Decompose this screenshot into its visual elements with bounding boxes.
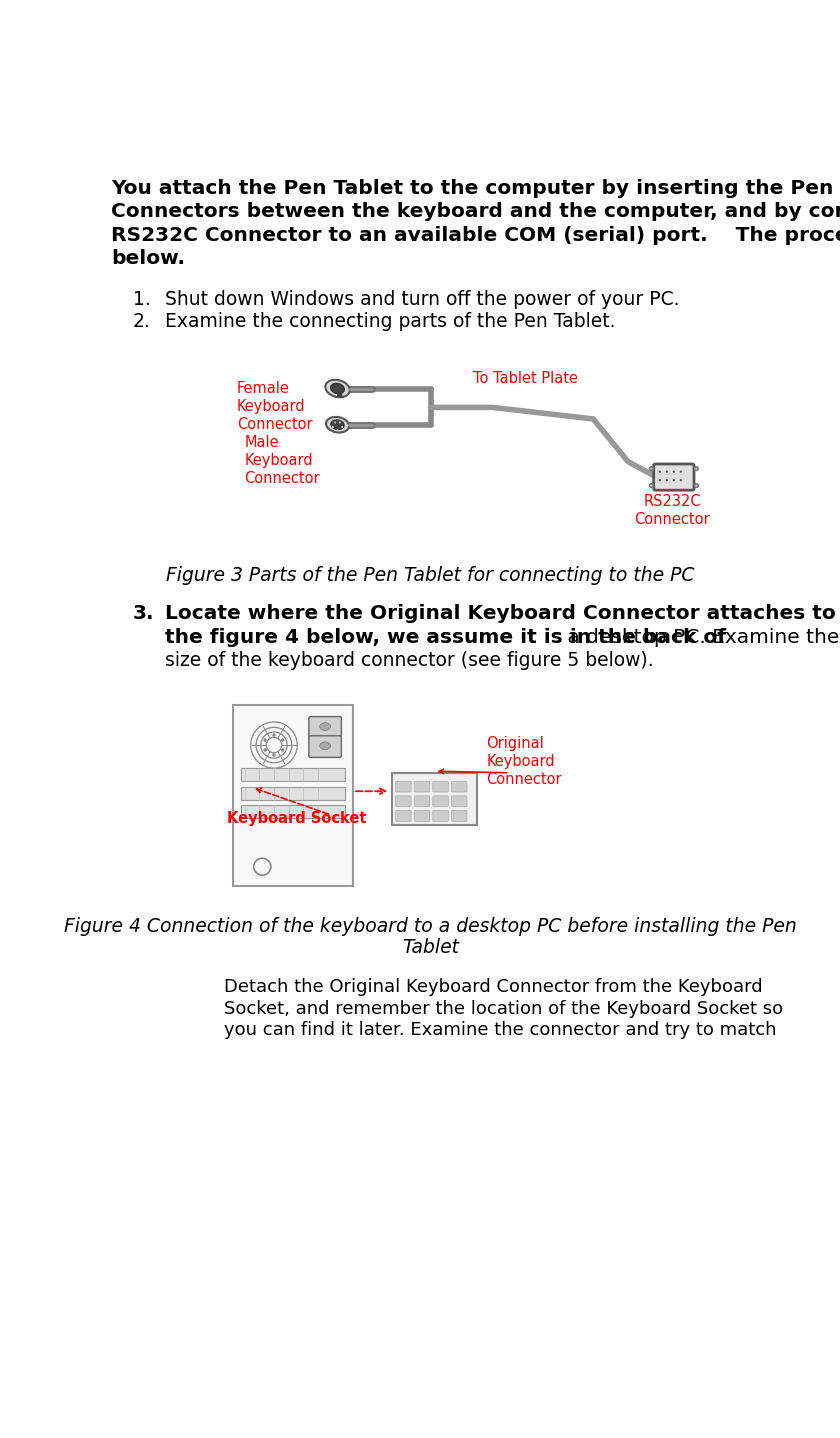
Text: Figure 4 Connection of the keyboard to a desktop PC before installing the Pen: Figure 4 Connection of the keyboard to a… xyxy=(64,917,797,936)
Text: you can find it later. Examine the connector and try to match: you can find it later. Examine the conne… xyxy=(223,1021,776,1038)
FancyBboxPatch shape xyxy=(451,811,467,821)
FancyBboxPatch shape xyxy=(414,781,430,792)
Circle shape xyxy=(339,421,341,423)
Text: a desktop PC. Examine the: a desktop PC. Examine the xyxy=(561,627,839,647)
Text: Connectors between the keyboard and the computer, and by connecting the Pen Tabl: Connectors between the keyboard and the … xyxy=(111,203,840,221)
Text: 1.: 1. xyxy=(133,289,150,309)
Text: You attach the Pen Tablet to the computer by inserting the Pen Tablet’s Keyboard: You attach the Pen Tablet to the compute… xyxy=(111,178,840,197)
Circle shape xyxy=(695,467,698,470)
Ellipse shape xyxy=(320,742,330,749)
Text: Keyboard Socket: Keyboard Socket xyxy=(227,811,366,827)
Circle shape xyxy=(272,754,276,756)
Circle shape xyxy=(680,470,682,473)
Text: below.: below. xyxy=(111,249,185,267)
Circle shape xyxy=(673,470,675,473)
FancyBboxPatch shape xyxy=(309,716,341,738)
FancyBboxPatch shape xyxy=(309,736,341,758)
FancyBboxPatch shape xyxy=(654,464,694,490)
Circle shape xyxy=(659,470,661,473)
FancyBboxPatch shape xyxy=(414,795,430,807)
Text: Male
Keyboard
Connector: Male Keyboard Connector xyxy=(244,434,320,486)
FancyBboxPatch shape xyxy=(433,781,449,792)
Bar xyxy=(240,805,345,818)
Text: Socket, and remember the location of the Keyboard Socket so: Socket, and remember the location of the… xyxy=(223,999,783,1018)
Text: 3.: 3. xyxy=(133,604,155,623)
FancyBboxPatch shape xyxy=(433,795,449,807)
FancyBboxPatch shape xyxy=(451,781,467,792)
Ellipse shape xyxy=(326,417,349,433)
Text: size of the keyboard connector (see figure 5 below).: size of the keyboard connector (see figu… xyxy=(165,651,654,670)
Circle shape xyxy=(334,421,336,423)
Circle shape xyxy=(673,479,675,482)
Text: Figure 3 Parts of the Pen Tablet for connecting to the PC: Figure 3 Parts of the Pen Tablet for con… xyxy=(166,565,695,585)
FancyBboxPatch shape xyxy=(396,795,411,807)
Text: Examine the connecting parts of the Pen Tablet.: Examine the connecting parts of the Pen … xyxy=(165,312,616,331)
Circle shape xyxy=(695,483,698,487)
Bar xyxy=(391,772,477,825)
Text: the figure 4 below, we assume it is in the back of: the figure 4 below, we assume it is in t… xyxy=(165,627,727,647)
FancyBboxPatch shape xyxy=(396,781,411,792)
Circle shape xyxy=(337,429,339,431)
Circle shape xyxy=(264,748,267,752)
Text: Original
Keyboard
Connector: Original Keyboard Connector xyxy=(486,736,562,787)
Text: 2.: 2. xyxy=(133,312,150,331)
Text: RS232C
Connector: RS232C Connector xyxy=(634,495,710,528)
Circle shape xyxy=(659,479,661,482)
Circle shape xyxy=(341,426,344,429)
Circle shape xyxy=(649,467,654,470)
Text: Shut down Windows and turn off the power of your PC.: Shut down Windows and turn off the power… xyxy=(165,289,680,309)
Ellipse shape xyxy=(331,420,344,430)
Ellipse shape xyxy=(320,723,330,731)
Text: RS232C Connector to an available COM (serial) port.    The procedure is describe: RS232C Connector to an available COM (se… xyxy=(111,226,840,244)
Ellipse shape xyxy=(338,394,342,397)
Circle shape xyxy=(272,733,276,736)
Ellipse shape xyxy=(325,380,349,397)
Circle shape xyxy=(666,479,668,482)
Text: Tablet: Tablet xyxy=(402,939,459,958)
FancyBboxPatch shape xyxy=(396,811,411,821)
Bar xyxy=(240,768,345,781)
Circle shape xyxy=(649,483,654,487)
Circle shape xyxy=(281,748,285,752)
Circle shape xyxy=(666,470,668,473)
Circle shape xyxy=(264,738,267,742)
Circle shape xyxy=(332,426,333,429)
Text: To Tablet Plate: To Tablet Plate xyxy=(473,371,578,385)
FancyBboxPatch shape xyxy=(414,811,430,821)
FancyBboxPatch shape xyxy=(451,795,467,807)
Text: Detach the Original Keyboard Connector from the Keyboard: Detach the Original Keyboard Connector f… xyxy=(223,978,762,997)
Bar xyxy=(233,705,353,886)
Ellipse shape xyxy=(331,384,344,394)
Circle shape xyxy=(680,479,682,482)
FancyBboxPatch shape xyxy=(433,811,449,821)
Bar xyxy=(240,787,345,800)
Circle shape xyxy=(281,738,285,742)
Text: Locate where the Original Keyboard Connector attaches to the computer.     In: Locate where the Original Keyboard Conne… xyxy=(165,604,840,623)
Text: Female
Keyboard
Connector: Female Keyboard Connector xyxy=(237,381,312,431)
